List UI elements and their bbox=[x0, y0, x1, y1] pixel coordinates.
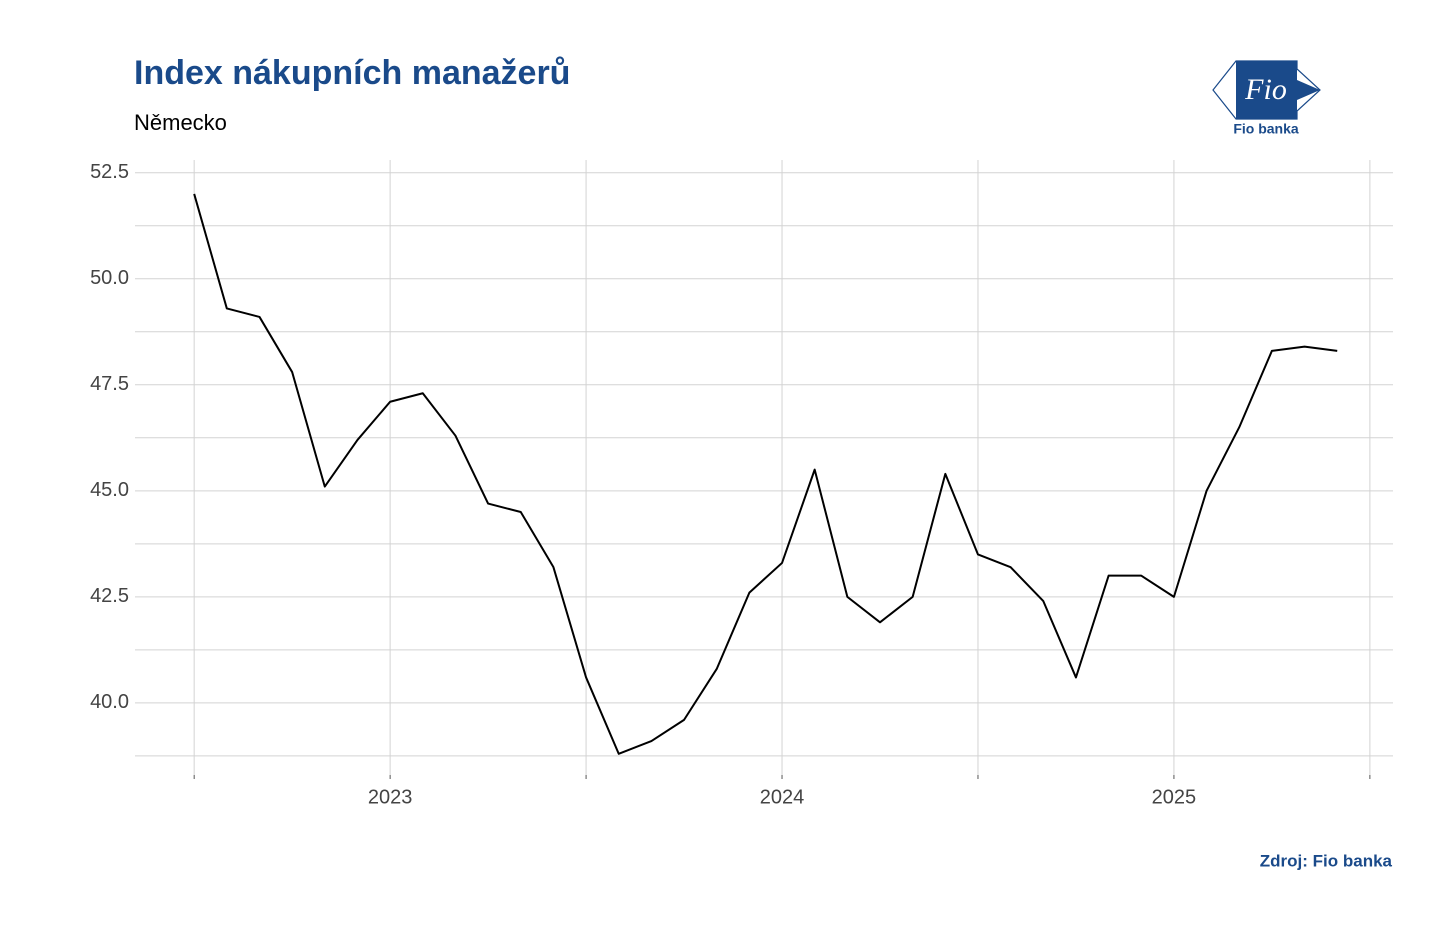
x-tick-label: 2024 bbox=[760, 786, 805, 808]
logo-mark: Fio bbox=[1244, 73, 1287, 106]
x-tick-label: 2023 bbox=[368, 786, 413, 808]
y-tick-label: 52.5 bbox=[90, 161, 129, 183]
logo-flag bbox=[1236, 61, 1297, 119]
line bbox=[193, 193, 1338, 755]
chart-title: Index nákupních manažerů bbox=[134, 54, 570, 92]
y-tick-label: 40.0 bbox=[90, 691, 129, 713]
y-tick-label: 50.0 bbox=[90, 267, 129, 289]
y-tick-label: 47.5 bbox=[90, 373, 129, 395]
chart-subtitle: Německo bbox=[134, 110, 227, 135]
logo-name: Fio banka bbox=[1233, 121, 1299, 137]
y-tick-label: 45.0 bbox=[90, 479, 129, 501]
y-tick-label: 42.5 bbox=[90, 585, 129, 607]
x-tick-label: 2025 bbox=[1152, 786, 1197, 808]
source: Zdroj: Fio banka bbox=[1260, 851, 1393, 870]
logo: Fio Fio banka bbox=[1212, 60, 1321, 137]
logo-point bbox=[1297, 80, 1320, 100]
